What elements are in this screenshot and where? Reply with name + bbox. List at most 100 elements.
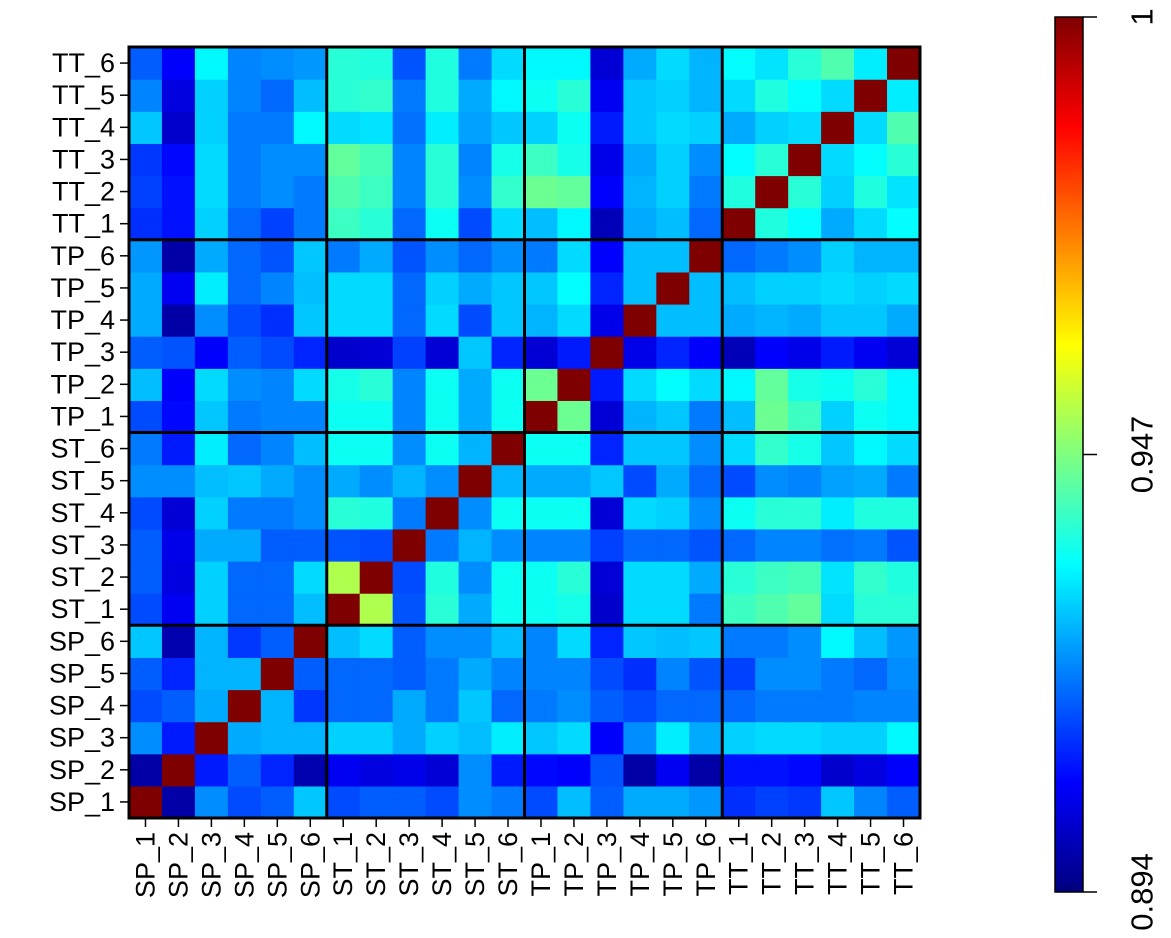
heatmap-cell-ST_5-TP_6 [689, 464, 723, 498]
heatmap-cell-TP_6-TT_3 [788, 239, 822, 273]
heatmap-cell-TT_4-TT_2 [755, 111, 789, 144]
heatmap-cell-TT_3-TT_4 [821, 143, 855, 177]
heatmap-cell-ST_3-ST_2 [359, 528, 394, 562]
heatmap-cell-ST_6-TT_3 [788, 432, 822, 466]
heatmap-cell-SP_4-TP_5 [656, 689, 690, 723]
heatmap-cell-TP_1-TP_5 [656, 400, 690, 434]
heatmap-cell-TT_2-TT_1 [722, 175, 756, 209]
heatmap-cell-TT_1-TT_5 [854, 207, 888, 241]
heatmap-cell-ST_5-SP_3 [194, 464, 229, 498]
heatmap-cell-ST_2-TT_3 [788, 561, 822, 594]
heatmap-cell-SP_2-TP_1 [524, 753, 559, 787]
heatmap-cell-TT_3-SP_2 [161, 143, 196, 177]
x-tick-label: ST_4 [427, 832, 457, 897]
y-tick-label: ST_5 [50, 466, 115, 496]
heatmap-cell-SP_5-TT_2 [755, 657, 789, 691]
heatmap-cell-TT_5-TP_3 [590, 79, 624, 112]
heatmap-cell-TP_5-ST_2 [359, 271, 394, 305]
heatmap-cell-TP_2-TT_1 [722, 368, 756, 401]
x-tick-label: TT_2 [757, 832, 787, 895]
heatmap-cell-TT_4-TT_1 [722, 111, 756, 144]
heatmap-cell-TT_5-TP_4 [623, 79, 657, 112]
heatmap-cell-ST_6-TP_1 [524, 432, 559, 466]
heatmap-cell-TT_5-ST_1 [326, 79, 361, 112]
heatmap-cell-ST_2-SP_3 [194, 561, 229, 594]
heatmap-cell-ST_2-TP_6 [689, 561, 723, 594]
y-tick-label: TT_1 [52, 209, 115, 239]
heatmap-cell-TT_1-TP_5 [656, 207, 690, 241]
heatmap-cell-SP_2-SP_2 [161, 753, 196, 787]
heatmap-cell-ST_5-ST_6 [491, 464, 526, 498]
heatmap-cell-TP_3-SP_2 [161, 336, 196, 369]
heatmap-cell-SP_5-SP_4 [227, 657, 262, 691]
heatmap-cell-TP_4-TP_1 [524, 304, 559, 337]
heatmap-cell-SP_6-SP_6 [293, 625, 328, 658]
heatmap-cell-TT_4-SP_1 [129, 111, 163, 144]
heatmap-cell-TT_6-ST_6 [491, 47, 526, 80]
heatmap-cell-TT_3-TT_5 [854, 143, 888, 177]
heatmap-cell-TP_4-ST_1 [326, 304, 361, 337]
heatmap-cell-TP_3-SP_3 [194, 336, 229, 369]
heatmap-cell-ST_4-TP_6 [689, 496, 723, 530]
heatmap-cell-SP_3-ST_2 [359, 721, 394, 755]
heatmap-cell-SP_6-ST_4 [425, 625, 460, 658]
heatmap-cell-ST_3-TP_5 [656, 528, 690, 562]
x-tick-label: TT_1 [724, 832, 754, 895]
heatmap-cell-SP_3-ST_3 [392, 721, 427, 755]
heatmap-cell-SP_5-TP_2 [557, 657, 592, 691]
heatmap-cell-TT_4-ST_2 [359, 111, 394, 144]
heatmap-cell-TP_2-TP_5 [656, 368, 690, 401]
heatmap-cell-SP_2-TP_2 [557, 753, 592, 787]
heatmap-cell-TP_6-SP_1 [129, 239, 163, 273]
heatmap-cell-SP_5-SP_5 [260, 657, 295, 691]
heatmap-cell-SP_6-TT_2 [755, 625, 789, 658]
heatmap-cell-TT_3-ST_4 [425, 143, 460, 177]
heatmap-cell-SP_1-ST_4 [425, 785, 460, 819]
heatmap-cell-TP_1-SP_4 [227, 400, 262, 434]
heatmap-cell-ST_1-TP_6 [689, 593, 723, 626]
heatmap-cell-ST_5-TP_2 [557, 464, 592, 498]
heatmap-cell-TP_1-TT_6 [887, 400, 921, 434]
heatmap-cell-TP_6-SP_4 [227, 239, 262, 273]
heatmap-cell-TP_2-ST_3 [392, 368, 427, 401]
plot-frame [127, 45, 922, 820]
heatmap-cell-SP_4-TP_2 [557, 689, 592, 723]
heatmap-cell-TP_5-SP_2 [161, 271, 196, 305]
y-tick-label: TP_2 [50, 369, 115, 399]
heatmap-cell-SP_6-TT_6 [887, 625, 921, 658]
heatmap-cell-SP_3-TT_6 [887, 721, 921, 755]
heatmap-cell-ST_1-ST_6 [491, 593, 526, 626]
heatmap-cell-TP_6-TP_2 [557, 239, 592, 273]
heatmap-cell-SP_3-SP_6 [293, 721, 328, 755]
heatmap-cell-ST_2-SP_6 [293, 561, 328, 594]
heatmap-cell-TT_1-ST_4 [425, 207, 460, 241]
heatmap-cell-SP_5-ST_2 [359, 657, 394, 691]
heatmap-cell-TT_5-SP_2 [161, 79, 196, 112]
heatmap-cell-TT_4-TP_2 [557, 111, 592, 144]
heatmap-cell-TP_4-TT_6 [887, 304, 921, 337]
heatmap-cell-SP_1-ST_6 [491, 785, 526, 819]
heatmap-cell-SP_2-TP_4 [623, 753, 657, 787]
x-tick-label: SP_4 [229, 832, 259, 898]
heatmap-cell-TP_4-ST_2 [359, 304, 394, 337]
heatmap-cell-TT_6-ST_1 [326, 47, 361, 80]
heatmap-cell-SP_3-ST_6 [491, 721, 526, 755]
heatmap-cell-ST_2-ST_6 [491, 561, 526, 594]
heatmap-cell-ST_4-TP_5 [656, 496, 690, 530]
heatmap-cell-ST_1-SP_6 [293, 593, 328, 626]
heatmap-cell-ST_5-TT_4 [821, 464, 855, 498]
heatmap-cell-ST_5-TP_1 [524, 464, 559, 498]
heatmap-cell-SP_4-ST_3 [392, 689, 427, 723]
heatmap-cell-SP_1-SP_2 [161, 785, 196, 819]
heatmap-cell-TT_3-TT_1 [722, 143, 756, 177]
heatmap-cell-TT_4-TP_5 [656, 111, 690, 144]
heatmap-cell-SP_6-TP_3 [590, 625, 624, 658]
heatmap-cell-ST_2-ST_5 [458, 561, 493, 594]
y-tick-label: SP_5 [49, 658, 115, 688]
heatmap-cell-TP_2-ST_1 [326, 368, 361, 401]
heatmap-cell-ST_4-SP_2 [161, 496, 196, 530]
heatmap-cell-ST_3-TT_6 [887, 528, 921, 562]
heatmap-cell-TP_4-SP_4 [227, 304, 262, 337]
heatmap-cell-TP_6-ST_5 [458, 239, 493, 273]
heatmap-cell-ST_2-ST_1 [326, 561, 361, 594]
